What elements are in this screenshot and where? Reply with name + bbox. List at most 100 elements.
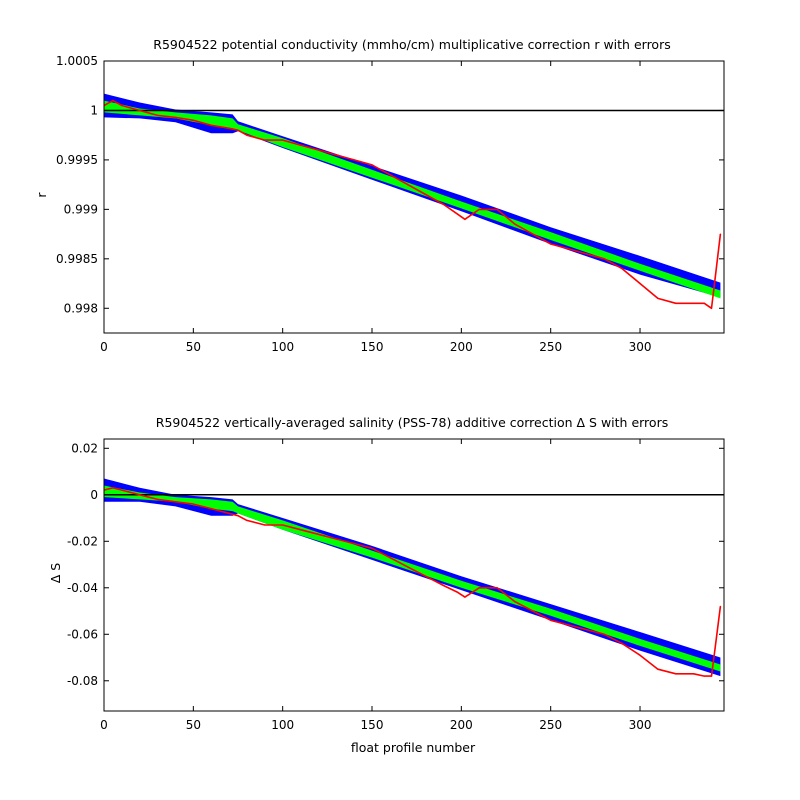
bottom-series-point	[335, 538, 337, 540]
top-y-axis-label: r	[34, 192, 49, 198]
bottom-series-point	[228, 512, 230, 515]
bottom-y-tick-label: -0.06	[67, 627, 98, 641]
bottom-series-point	[568, 624, 570, 626]
top-plot-area: 0 50 100 150 200 250 300 0.998 0.9985 0.999 0.9995…	[56, 54, 725, 354]
top-x-tick-label: 0	[100, 340, 108, 354]
bottom-series-point	[353, 543, 355, 545]
bottom-x-tick-label: 50	[186, 718, 201, 732]
bottom-series-point	[192, 503, 194, 505]
top-y-tick-label: 1.0005	[56, 54, 98, 68]
top-series-point	[514, 223, 516, 225]
top-x-tick-label: 300	[629, 340, 652, 354]
top-series-point	[568, 248, 570, 250]
top-series-point	[425, 193, 427, 196]
bottom-series-point	[112, 487, 114, 489]
bottom-series-point	[639, 654, 641, 656]
bottom-x-tick-label: 250	[539, 718, 562, 732]
bottom-plot-area: 0 50 100 150 200 250 300 -0.08 -0.06 -0.04 -0.02 0 0…	[67, 438, 725, 732]
bottom-y-tick-label: -0.08	[67, 674, 98, 688]
bottom-chart-title: R5904522 vertically-averaged salinity (P…	[156, 415, 668, 430]
bottom-series-point	[478, 587, 480, 589]
top-axes-frame	[103, 60, 725, 334]
top-series-point	[675, 302, 677, 304]
top-x-tick-label: 50	[186, 340, 201, 354]
top-series-point	[157, 114, 159, 116]
top-series-point	[639, 282, 641, 285]
bottom-y-tick-label: 0	[90, 488, 98, 502]
bottom-y-tick-label: 0.02	[71, 441, 98, 455]
bottom-series-point	[371, 547, 373, 549]
top-series-point	[371, 164, 373, 166]
bottom-series-point	[464, 596, 466, 598]
bottom-x-tick-label: 100	[271, 718, 294, 732]
top-series-point	[719, 233, 722, 235]
top-series-point	[464, 218, 466, 220]
top-series-point	[603, 258, 605, 260]
bottom-series-point	[703, 675, 705, 677]
top-series-point	[389, 174, 391, 176]
bottom-series-point	[246, 519, 248, 522]
top-x-tick-label: 150	[361, 340, 384, 354]
bottom-axes-frame	[103, 438, 725, 712]
bottom-series-point	[407, 566, 409, 568]
bottom-series-point	[389, 557, 391, 559]
top-y-tick-label: 0.999	[64, 202, 98, 216]
top-panel: R5904522 potential conductivity (mmho/cm…	[34, 37, 725, 354]
top-series-point	[657, 297, 659, 299]
bottom-series-point	[585, 629, 588, 631]
top-series-point	[703, 302, 705, 304]
top-series-point	[237, 129, 239, 131]
bottom-series-point	[621, 643, 623, 645]
bottom-y-axis-label: Δ S	[48, 563, 63, 584]
top-outer-error-band	[104, 93, 721, 298]
top-y-tick-label: 0.9985	[56, 252, 98, 266]
bottom-series-point	[210, 508, 212, 510]
bottom-y-tick-label: -0.04	[67, 581, 98, 595]
bottom-series-point	[714, 647, 716, 649]
bottom-series-point	[237, 515, 239, 517]
top-series-point	[264, 139, 266, 141]
bottom-series-point	[457, 591, 459, 594]
bottom-x-tick-label: 300	[629, 718, 652, 732]
bottom-series-point	[157, 498, 159, 500]
top-series-point	[532, 233, 534, 235]
bottom-x-axis-label: float profile number	[351, 740, 476, 755]
bottom-series-point	[693, 673, 695, 675]
top-correction-series-line	[104, 99, 722, 310]
top-series-point	[442, 203, 445, 205]
top-series-point	[496, 208, 498, 210]
bottom-series-point	[550, 619, 552, 621]
top-series-point	[121, 104, 123, 107]
top-plot-content	[104, 93, 724, 310]
bottom-series-point	[139, 494, 141, 496]
top-x-tick-label: 100	[271, 340, 294, 354]
bottom-series-point	[675, 673, 677, 675]
top-chart-title: R5904522 potential conductivity (mmho/cm…	[153, 37, 670, 52]
top-series-point	[407, 184, 409, 186]
bottom-x-tick-label: 200	[450, 718, 473, 732]
bottom-series-point	[603, 633, 605, 635]
top-series-point	[139, 109, 141, 112]
bottom-series-point	[121, 489, 123, 491]
top-series-point	[693, 302, 695, 304]
top-series-point	[317, 149, 319, 151]
top-series-point	[174, 116, 177, 118]
top-series-point	[710, 307, 713, 309]
bottom-series-point	[719, 605, 722, 608]
bottom-correction-series-line	[104, 486, 722, 677]
top-series-point	[192, 119, 194, 121]
bottom-series-point	[299, 529, 302, 531]
bottom-series-point	[425, 575, 427, 577]
bottom-series-point	[264, 524, 266, 526]
bottom-x-tick-label: 150	[361, 718, 384, 732]
bottom-series-point	[471, 591, 473, 594]
bottom-series-point	[514, 601, 516, 603]
top-series-point	[228, 127, 230, 129]
top-y-tick-label: 0.998	[64, 301, 98, 315]
bottom-y-tick-label: -0.02	[67, 534, 98, 548]
top-series-point	[457, 213, 459, 215]
bottom-series-point	[282, 524, 284, 526]
top-y-tick-label: 1	[90, 103, 98, 117]
